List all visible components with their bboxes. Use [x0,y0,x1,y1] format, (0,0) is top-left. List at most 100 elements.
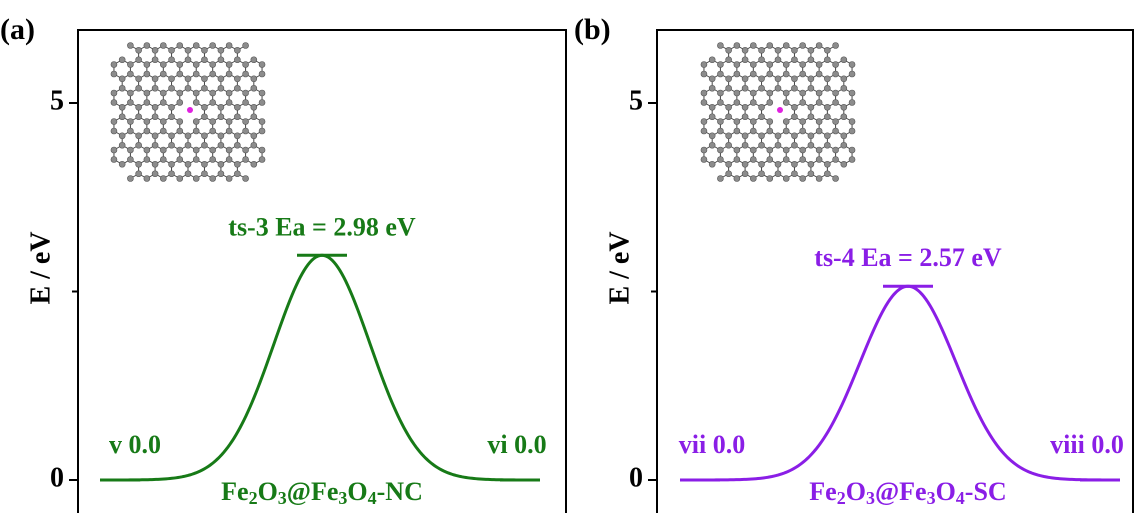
atom [210,128,216,134]
atom [791,76,797,82]
atom [152,85,158,91]
system-label-part: -SC [965,477,1007,506]
atom [127,100,133,106]
atom [127,157,133,163]
atom [177,176,183,182]
atom [144,176,150,182]
atom [111,128,117,134]
atom [111,62,117,68]
y-tick-label: 0 [629,462,643,493]
atom [717,176,723,182]
atom [160,90,166,96]
atom [119,114,125,120]
system-label-part: O [347,477,367,506]
atom [800,43,806,49]
atom [111,119,117,125]
atom [816,119,822,125]
atom [127,147,133,153]
inset-structure [701,43,855,182]
y-tick-label: 5 [50,85,64,116]
atom [775,161,781,167]
atom [218,171,224,177]
atom [791,114,797,120]
atom [783,100,789,106]
atom [144,147,150,153]
atom [193,128,199,134]
atom [160,71,166,77]
atom [169,104,175,110]
atom [734,100,740,106]
atom [759,47,765,53]
system-label-part: 3 [278,488,287,508]
atom [791,104,797,110]
atom [717,157,723,163]
atom [243,157,249,163]
system-label-part: -NC [377,477,423,506]
atom [833,90,839,96]
atom [177,62,183,68]
atom [111,100,117,106]
inset-structure [111,43,265,182]
atom [193,90,199,96]
atom [226,157,232,163]
atom [201,142,207,148]
atom [759,104,765,110]
atom [759,76,765,82]
atom [152,104,158,110]
panel-label: (b) [574,13,611,46]
atom [849,100,855,106]
atom [816,90,822,96]
atom [833,157,839,163]
atom [808,133,814,139]
atom [808,161,814,167]
atom [144,100,150,106]
atom [726,133,732,139]
atom [234,133,240,139]
atom [734,71,740,77]
atom [841,57,847,63]
atom [808,85,814,91]
atom [160,176,166,182]
atom [841,161,847,167]
atom [210,62,216,68]
atom [742,161,748,167]
atom [734,147,740,153]
atom [144,43,150,49]
atom [210,157,216,163]
atom [234,57,240,63]
atom [234,47,240,53]
atom [800,100,806,106]
atom [226,128,232,134]
atom [824,133,830,139]
atom [169,171,175,177]
atom [136,76,142,82]
atom [144,157,150,163]
atom [119,142,125,148]
atom [750,157,756,163]
atom [717,43,723,49]
atom [218,161,224,167]
atom [185,76,191,82]
atom [816,128,822,134]
atom [791,171,797,177]
value-label: v 0.0 [109,430,161,459]
atom [841,114,847,120]
atom [243,119,249,125]
atom [160,119,166,125]
atom [210,71,216,77]
atom [251,85,257,91]
atom [259,100,265,106]
atom [127,128,133,134]
system-label-part: 2 [837,488,846,508]
atom [783,119,789,125]
atom [185,85,191,91]
atom [210,90,216,96]
atom [234,85,240,91]
system-label-part: @Fe [287,477,339,506]
atom [218,85,224,91]
atom [726,85,732,91]
atom [734,62,740,68]
atom [251,142,257,148]
fe-atom [777,107,783,113]
atom [717,100,723,106]
